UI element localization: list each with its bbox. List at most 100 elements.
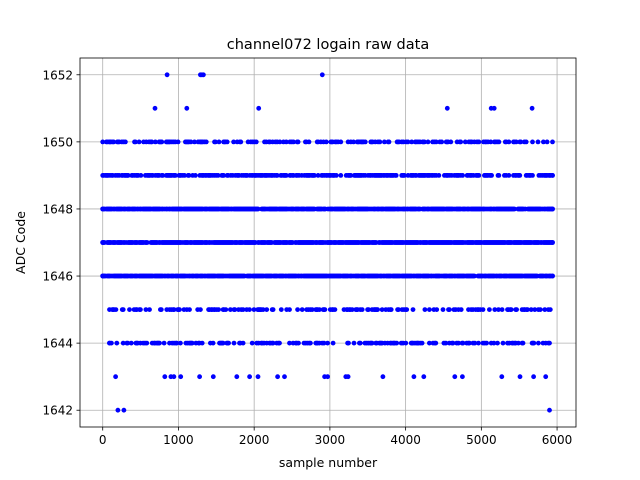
data-point — [201, 72, 206, 78]
data-point — [351, 139, 356, 145]
x-tick-label: 1000 — [163, 433, 194, 447]
data-point — [542, 307, 548, 312]
y-tick-label: 1642 — [42, 404, 73, 418]
data-point — [500, 340, 506, 346]
data-point — [434, 307, 440, 312]
data-point — [249, 340, 255, 346]
data-point — [133, 139, 138, 145]
data-point — [277, 340, 282, 346]
data-point — [315, 173, 321, 178]
data-point — [547, 407, 552, 413]
data-point — [366, 307, 371, 312]
y-tick-label: 1650 — [42, 135, 73, 149]
data-point — [210, 374, 216, 380]
data-point — [187, 307, 192, 312]
y-tick-label: 1644 — [42, 337, 73, 351]
data-point — [171, 374, 177, 380]
data-point — [291, 139, 296, 145]
data-point — [255, 374, 261, 380]
data-point — [240, 307, 246, 312]
data-point — [512, 206, 517, 212]
data-point — [125, 173, 131, 178]
data-point — [213, 139, 218, 145]
data-point — [382, 139, 387, 145]
data-point — [492, 307, 498, 312]
data-point — [282, 374, 287, 380]
data-point — [216, 307, 222, 312]
data-point — [270, 307, 276, 312]
data-point — [125, 340, 131, 346]
data-point — [427, 340, 432, 346]
data-point — [345, 374, 351, 380]
data-point — [379, 307, 385, 312]
data-point — [547, 307, 553, 312]
data-point — [388, 307, 394, 312]
data-point — [506, 139, 512, 145]
x-tick-label: 0 — [99, 433, 107, 447]
data-point — [458, 139, 464, 145]
data-point — [113, 307, 119, 312]
data-point — [402, 173, 407, 178]
data-point — [306, 139, 312, 145]
data-point — [308, 340, 313, 346]
data-point — [393, 173, 399, 178]
data-point — [351, 340, 357, 346]
data-point — [544, 139, 550, 145]
data-point — [197, 374, 203, 380]
data-point — [332, 307, 338, 312]
data-point — [128, 340, 134, 346]
x-tick-label: 4000 — [390, 433, 421, 447]
data-point — [517, 374, 523, 380]
y-axis-ticks: 1642 1644 1646 1648 1650 1652 — [42, 68, 80, 418]
data-point — [349, 307, 355, 312]
data-point — [228, 307, 233, 312]
data-point — [274, 173, 280, 178]
data-point — [444, 105, 450, 111]
data-point — [325, 340, 330, 346]
data-point — [143, 307, 149, 312]
data-point — [369, 340, 375, 346]
data-point — [550, 206, 555, 212]
data-point — [270, 340, 276, 346]
data-point — [123, 139, 128, 145]
data-point — [422, 307, 428, 312]
data-point — [487, 307, 492, 312]
data-point — [312, 173, 317, 178]
data-point — [120, 340, 126, 346]
data-point — [220, 340, 226, 346]
data-point — [550, 273, 555, 279]
data-point — [160, 173, 166, 178]
data-point — [550, 240, 555, 245]
data-point — [530, 173, 535, 178]
data-point — [447, 307, 452, 312]
data-point — [198, 307, 203, 312]
data-point — [215, 173, 221, 178]
data-point — [403, 340, 409, 346]
data-point — [226, 340, 232, 346]
data-point — [295, 139, 301, 145]
data-point — [405, 139, 411, 145]
data-point — [386, 139, 392, 145]
data-point — [359, 307, 365, 312]
data-point — [536, 340, 541, 346]
data-point — [174, 340, 180, 346]
data-point — [357, 340, 363, 346]
data-point — [476, 173, 482, 178]
data-point — [338, 139, 344, 145]
data-point — [495, 340, 500, 346]
data-point — [147, 307, 152, 312]
data-point — [532, 307, 538, 312]
data-point — [440, 307, 446, 312]
data-point — [489, 173, 494, 178]
data-point — [377, 139, 383, 145]
data-point — [421, 374, 427, 380]
data-point — [100, 240, 106, 245]
data-point — [299, 307, 305, 312]
data-point — [537, 307, 543, 312]
data-point — [460, 340, 466, 346]
data-point — [517, 173, 523, 178]
data-point — [427, 307, 432, 312]
data-point — [460, 374, 465, 380]
data-point — [186, 173, 192, 178]
